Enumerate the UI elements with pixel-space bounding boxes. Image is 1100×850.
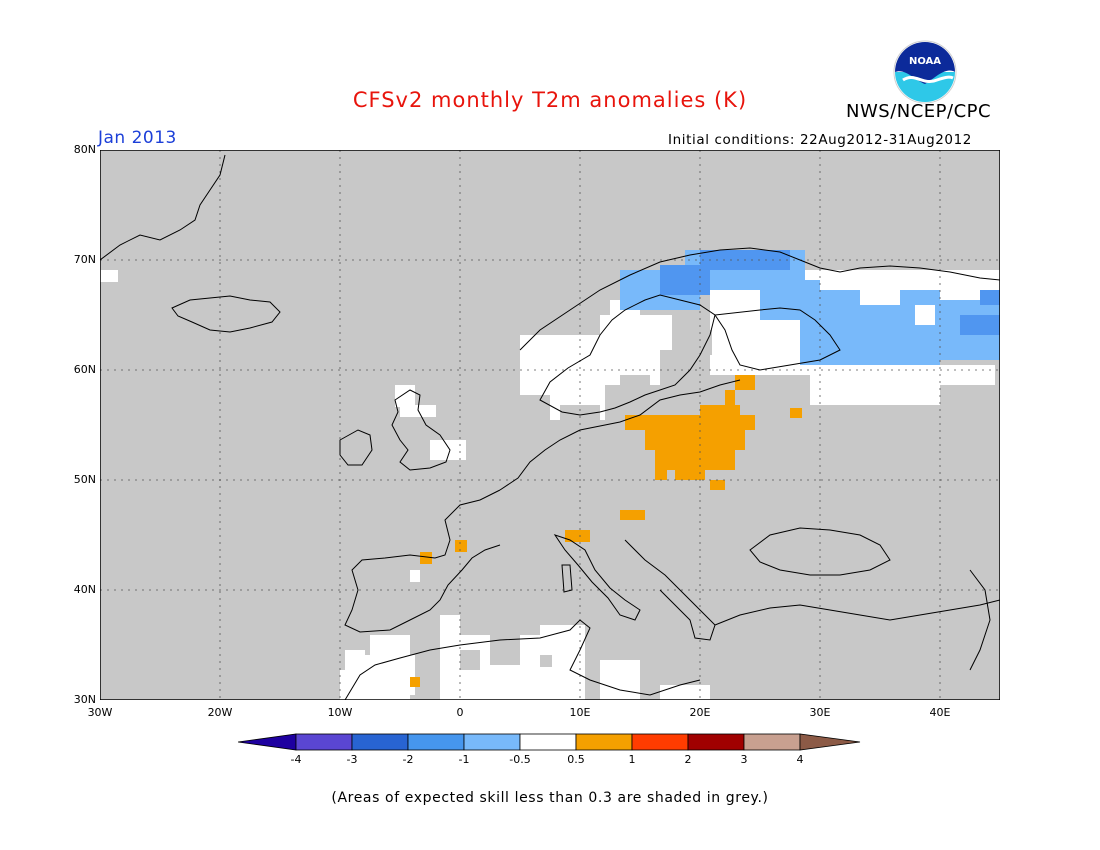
- month-label: Jan 2013: [98, 128, 177, 148]
- lon-label-20e: 20E: [689, 706, 711, 719]
- lon-label-30e: 30E: [809, 706, 831, 719]
- lat-label-80n: 80N: [73, 143, 96, 156]
- lat-label-40n: 40N: [73, 583, 96, 596]
- lat-label-30n: 30N: [73, 693, 96, 706]
- colorbar-tick: -0.5: [509, 753, 531, 766]
- skill-footnote: (Areas of expected skill less than 0.3 a…: [331, 790, 769, 806]
- noaa-logo: NOAA: [893, 40, 957, 104]
- colorbar-tick: -1: [458, 753, 470, 766]
- lon-label-10e: 10E: [569, 706, 591, 719]
- colorbar-bin: [463, 733, 521, 751]
- colorbar-arrow-low: [238, 733, 297, 751]
- colorbar-bin: [631, 733, 689, 751]
- anomaly-map: [100, 150, 1000, 700]
- colorbar-tick: 4: [796, 753, 804, 766]
- positive-anomaly-regions: [410, 375, 802, 687]
- colorbar-arrow-high: [799, 733, 861, 751]
- colorbar-tick: 1: [628, 753, 636, 766]
- agency-label: NWS/NCEP/CPC: [846, 101, 992, 122]
- colorbar-bin: [519, 733, 577, 751]
- colorbar-tick: -4: [290, 753, 302, 766]
- colorbar-bin: [687, 733, 745, 751]
- lon-label-30w: 30W: [87, 706, 113, 719]
- map-background: [100, 150, 1000, 700]
- lon-label-40e: 40E: [929, 706, 951, 719]
- colorbar-tick: 3: [740, 753, 748, 766]
- noaa-logo-graphic: NOAA: [893, 40, 957, 104]
- lat-label-70n: 70N: [73, 253, 96, 266]
- lat-label-60n: 60N: [73, 363, 96, 376]
- lon-label-0: 0: [456, 706, 464, 719]
- lon-label-20w: 20W: [207, 706, 233, 719]
- colorbar-bin: [295, 733, 353, 751]
- initial-conditions-label: Initial conditions: 22Aug2012-31Aug2012: [668, 132, 972, 148]
- colorbar-tick: -2: [402, 753, 414, 766]
- colorbar-bin: [407, 733, 465, 751]
- noaa-logo-text: NOAA: [909, 56, 941, 67]
- lon-label-10w: 10W: [327, 706, 353, 719]
- colorbar-bin: [351, 733, 409, 751]
- colorbar-tick: -3: [346, 753, 358, 766]
- map-gridlines: [100, 150, 1000, 700]
- lat-label-50n: 50N: [73, 473, 96, 486]
- colorbar-tick: 0.5: [567, 753, 585, 766]
- chart-title: CFSv2 monthly T2m anomalies (K): [0, 88, 1100, 112]
- negative-anomaly-regions: [620, 250, 1000, 365]
- chart-title-text: CFSv2 monthly T2m anomalies (K): [352, 88, 748, 112]
- colorbar-tick: 2: [684, 753, 692, 766]
- coastlines: [100, 154, 1000, 700]
- colorbar: [238, 733, 861, 751]
- grey-holes: [460, 330, 712, 670]
- colorbar-bin: [575, 733, 633, 751]
- colorbar-bin: [743, 733, 801, 751]
